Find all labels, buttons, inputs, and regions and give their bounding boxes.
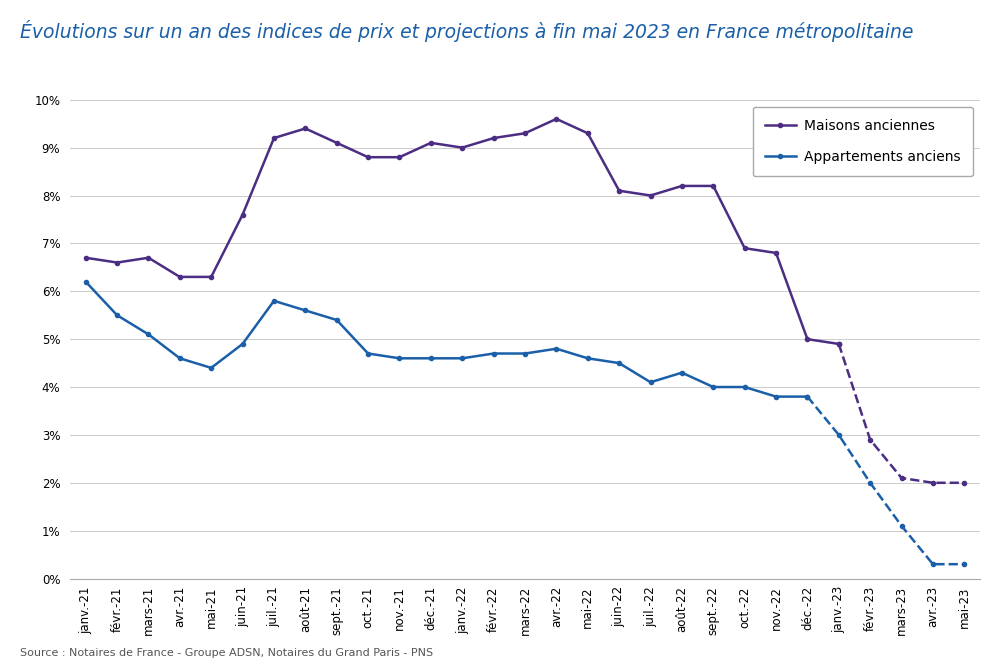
Appartements anciens [801,392,813,400]
Appartements anciens [299,307,311,315]
Maisons anciennes [488,134,500,142]
Text: Source : Notaires de France - Groupe ADSN, Notaires du Grand Paris - PNS: Source : Notaires de France - Groupe ADS… [20,648,433,658]
Appartements anciens [707,383,719,391]
Appartements anciens [393,354,405,362]
Maisons anciennes [582,129,594,137]
Maisons anciennes [111,259,123,267]
Appartements anciens [111,311,123,319]
Maisons anciennes [268,134,280,142]
Text: Évolutions sur un an des indices de prix et projections à fin mai 2023 en France: Évolutions sur un an des indices de prix… [20,20,913,42]
Maisons anciennes [205,273,217,281]
Maisons anciennes [739,244,751,252]
Maisons anciennes [142,254,154,262]
Maisons anciennes [237,211,249,219]
Maisons anciennes [80,254,92,262]
Line: Appartements anciens: Appartements anciens [84,279,809,399]
Maisons anciennes [425,139,437,147]
Appartements anciens [456,354,468,362]
Appartements anciens [80,278,92,286]
Appartements anciens [174,354,186,362]
Appartements anciens [770,392,782,400]
Maisons anciennes [676,182,688,190]
Maisons anciennes [519,129,531,137]
Appartements anciens [519,350,531,358]
Appartements anciens [205,364,217,372]
Maisons anciennes [299,124,311,132]
Maisons anciennes [707,182,719,190]
Maisons anciennes [174,273,186,281]
Appartements anciens [331,316,343,324]
Maisons anciennes [362,153,374,161]
Maisons anciennes [801,335,813,343]
Appartements anciens [488,350,500,358]
Appartements anciens [676,368,688,376]
Maisons anciennes [645,192,657,200]
Appartements anciens [613,359,625,367]
Maisons anciennes [331,139,343,147]
Maisons anciennes [393,153,405,161]
Legend: Maisons anciennes, Appartements anciens: Maisons anciennes, Appartements anciens [753,106,973,176]
Appartements anciens [268,297,280,305]
Appartements anciens [645,378,657,386]
Appartements anciens [739,383,751,391]
Line: Maisons anciennes: Maisons anciennes [84,117,841,346]
Appartements anciens [425,354,437,362]
Appartements anciens [550,344,562,352]
Appartements anciens [237,340,249,348]
Maisons anciennes [770,249,782,257]
Appartements anciens [582,354,594,362]
Appartements anciens [142,331,154,338]
Appartements anciens [362,350,374,358]
Maisons anciennes [833,340,845,348]
Maisons anciennes [550,115,562,123]
Maisons anciennes [613,187,625,195]
Maisons anciennes [456,144,468,152]
